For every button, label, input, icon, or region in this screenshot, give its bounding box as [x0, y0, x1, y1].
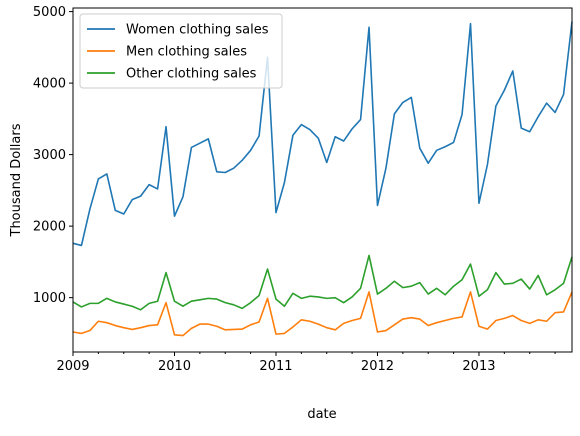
y-tick-label: 5000	[33, 5, 66, 20]
x-tick-label: 2013	[462, 359, 495, 374]
axes-frame	[72, 7, 573, 353]
x-axis-label: date	[307, 407, 336, 422]
plot-area	[72, 21, 573, 337]
legend-label-2: Other clothing sales	[126, 67, 257, 82]
series-line-1	[72, 291, 573, 337]
y-tick-label: 1000	[33, 291, 66, 306]
x-tick-label: 2012	[361, 359, 394, 374]
x-axis: 2009 2010 2011 2012 2013	[56, 352, 556, 374]
x-tick-label: 2009	[56, 359, 89, 374]
y-axis: 1000 2000 3000 4000 5000	[33, 5, 73, 306]
legend-box	[79, 13, 283, 89]
legend-label-0: Women clothing sales	[126, 23, 269, 38]
legend: Women clothing sales Men clothing sales Ot…	[79, 13, 283, 89]
x-tick-label: 2010	[158, 359, 191, 374]
series-line-0	[72, 21, 573, 247]
y-tick-label: 4000	[33, 77, 66, 92]
y-tick-label: 2000	[33, 220, 66, 235]
legend-label-1: Men clothing sales	[126, 45, 247, 60]
y-tick-label: 3000	[33, 148, 66, 163]
y-axis-label: Thousand Dollars	[9, 123, 24, 237]
series-line-2	[72, 254, 573, 311]
x-tick-label: 2011	[259, 359, 292, 374]
